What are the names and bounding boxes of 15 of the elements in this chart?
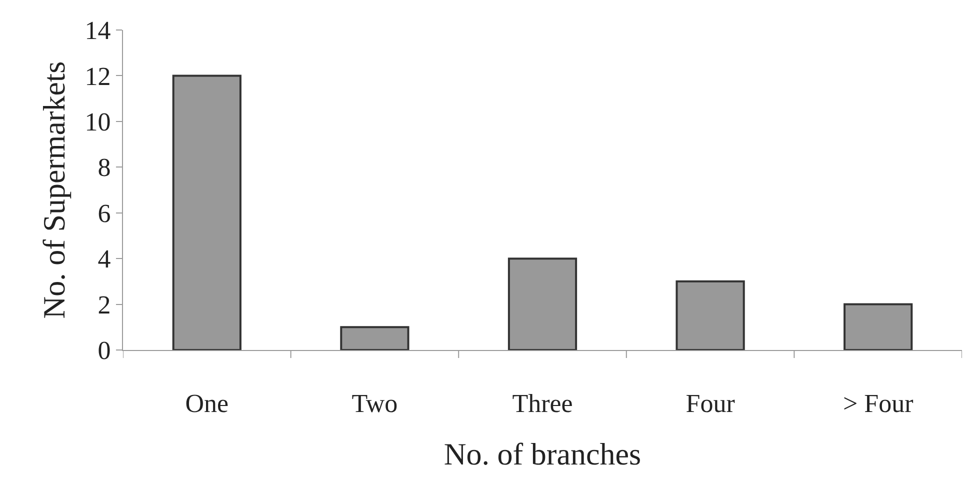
y-tick-label: 14: [84, 16, 111, 46]
y-axis-title: No. of Supermarkets: [36, 61, 72, 319]
x-tick-label: One: [185, 389, 229, 418]
y-tick-label: 0: [98, 336, 111, 366]
x-tick-label: Four: [686, 389, 736, 418]
y-tick-label: 10: [84, 108, 111, 137]
x-tick-label: Two: [352, 389, 398, 418]
y-tick-label: 2: [98, 290, 111, 320]
y-tick-label: 6: [98, 198, 111, 228]
y-tick-label: 12: [84, 62, 111, 91]
x-axis-title: No. of branches: [444, 436, 642, 472]
y-tick-label: 8: [98, 153, 111, 182]
x-tick-label: > Four: [842, 389, 914, 418]
x-tick-label: Three: [512, 389, 573, 418]
y-tick-label: 4: [98, 244, 111, 274]
